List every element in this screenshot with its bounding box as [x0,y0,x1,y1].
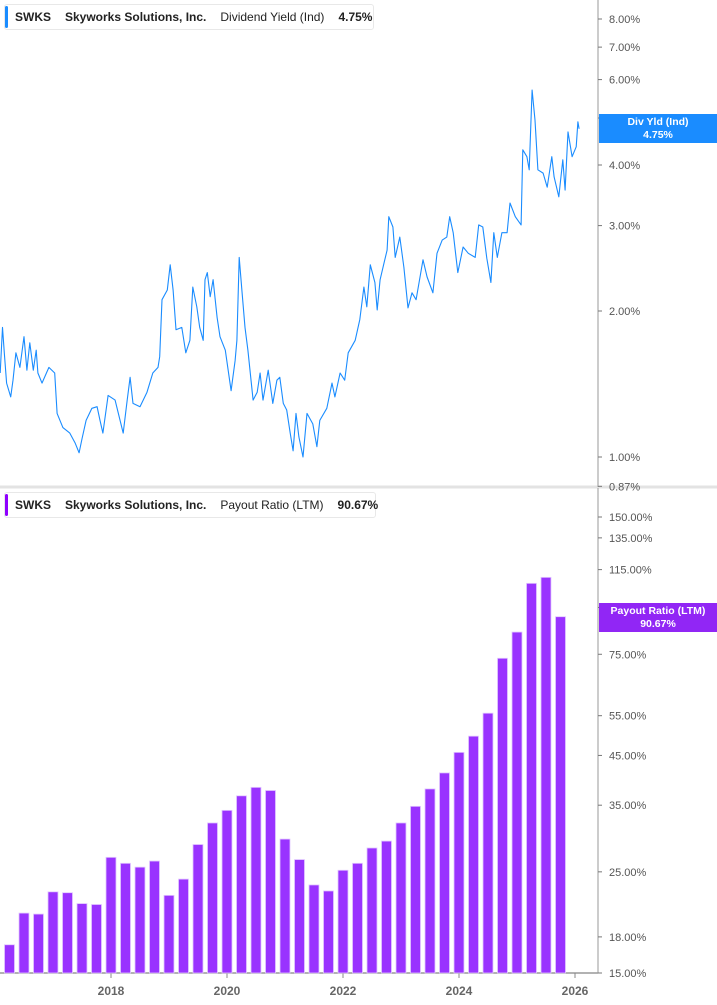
x-tick-label: 2026 [562,984,589,998]
metric-value: 90.67% [337,498,379,512]
payout-bar [526,582,537,974]
x-tick-label: 2022 [330,984,357,998]
payout-bar [221,809,233,974]
payout-bar [105,856,117,974]
payout-bar [149,860,160,974]
yield-axis-tick-label: 7.00% [609,42,640,54]
dividend-yield-line [0,89,580,458]
payout-bar [4,944,15,974]
x-tick-label: 2020 [214,984,241,998]
yield-axis-tick-label: 8.00% [609,14,640,26]
company-name: Skyworks Solutions, Inc. [65,498,207,512]
company-name: Skyworks Solutions, Inc. [65,10,207,24]
current-yield-flag: Div Yld (Ind) 4.75% [599,114,717,143]
top-legend: SWKS Skyworks Solutions, Inc. Dividend Y… [4,4,374,30]
payout-axis-tick-label: 18.00% [609,932,647,944]
payout-bar [120,862,131,974]
payout-bar [395,822,407,974]
payout-bar [178,878,189,974]
payout-axis-tick-label: 45.00% [609,750,647,762]
payout-axis-tick-label: 35.00% [609,800,647,812]
payout-bar [18,912,30,974]
payout-bar [366,847,378,974]
payout-bar [76,903,88,974]
payout-bar [134,866,146,974]
payout-bar [294,859,305,974]
payout-bar [337,869,349,974]
metric-name: Dividend Yield (Ind) [220,10,325,24]
x-tick-label: 2018 [98,984,125,998]
payout-bar [323,890,334,974]
flag-value: 90.67% [640,618,676,630]
payout-axis-tick-label: 115.00% [609,565,652,577]
yield-axis-tick-label: 6.00% [609,75,640,87]
payout-bar [207,822,218,974]
payout-axis-tick-label: 150.00% [609,512,653,524]
series-color-marker [5,494,8,516]
payout-bar [163,894,175,974]
payout-axis-tick-label: 25.00% [609,867,647,879]
payout-bar [352,862,363,974]
payout-bar [47,891,59,974]
current-payout-flag: Payout Ratio (LTM) 90.67% [599,603,717,632]
payout-bar [33,913,44,974]
payout-bar [410,805,421,974]
payout-bar [424,788,436,974]
ticker: SWKS [15,10,51,24]
payout-bar [192,844,204,974]
yield-axis-tick-label: 1.00% [609,452,640,464]
yield-axis-tick-label: 2.00% [609,306,640,318]
payout-bar [540,576,552,974]
payout-bar [308,884,320,974]
payout-bar [250,786,262,974]
payout-bar [511,631,523,974]
payout-bar [497,657,508,974]
flag-value: 4.75% [643,129,673,141]
payout-bar [468,735,479,974]
payout-bar [381,840,392,974]
flag-label: Payout Ratio (LTM) [610,605,706,617]
flag-label: Div Yld (Ind) [627,116,689,128]
payout-bar [265,790,276,974]
bottom-legend: SWKS Skyworks Solutions, Inc. Payout Rat… [4,492,379,518]
payout-bar [279,838,291,974]
payout-axis-tick-label: 75.00% [609,649,647,661]
series-color-marker [5,6,8,28]
yield-axis-tick-label: 3.00% [609,221,640,233]
payout-bar [453,751,465,974]
x-tick-label: 2024 [446,984,473,998]
payout-bar [439,772,450,974]
ticker: SWKS [15,498,51,512]
payout-bar [555,616,566,974]
yield-axis-tick-label: 4.00% [609,160,640,172]
payout-axis-tick-label: 135.00% [609,533,653,545]
payout-bar [91,904,102,974]
payout-bar [62,892,73,974]
payout-axis-tick-label: 55.00% [609,711,647,723]
yield-axis-tick-label: 0.87% [609,481,640,493]
metric-value: 4.75% [338,10,373,24]
payout-bar [236,795,247,974]
payout-bar [482,712,494,974]
metric-name: Payout Ratio (LTM) [220,498,324,512]
payout-axis-tick-label: 15.00% [609,968,647,980]
